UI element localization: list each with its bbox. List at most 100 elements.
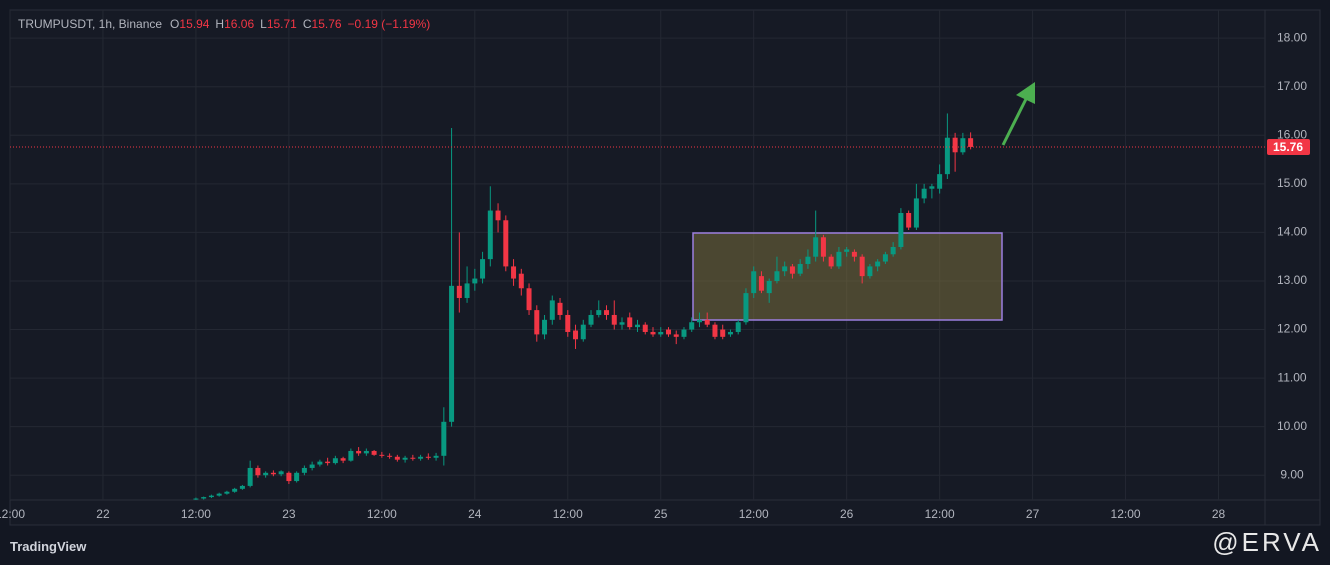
candle-body	[805, 256, 811, 264]
legend-key: C	[302, 17, 312, 31]
y-tick-label: 18.00	[1277, 30, 1307, 44]
candle-body	[758, 276, 764, 291]
candle-body	[387, 455, 393, 457]
candle-body	[573, 330, 579, 340]
candle-body	[263, 472, 269, 476]
candle-body	[425, 456, 431, 458]
brand: TradingView	[10, 539, 87, 554]
candle-body	[619, 322, 625, 325]
range-box	[692, 232, 1003, 321]
candle-body	[836, 251, 842, 267]
legend-key: H	[215, 17, 225, 31]
y-tick-label: 16.00	[1277, 127, 1307, 141]
candle-body	[875, 261, 881, 267]
candle-body	[232, 488, 238, 492]
candle-body	[201, 497, 207, 499]
candle-body	[239, 485, 245, 489]
candle-body	[588, 314, 594, 325]
candle-body	[487, 210, 493, 260]
y-tick-label: 17.00	[1277, 79, 1307, 93]
legend-value: 15.76	[311, 17, 342, 31]
candle-body	[766, 280, 772, 294]
x-tick-label: 24	[468, 507, 482, 521]
candle-body	[665, 329, 671, 335]
legend-value: 15.94	[179, 17, 210, 31]
candle-body	[704, 319, 710, 325]
candle-body	[782, 266, 788, 272]
candle-body	[890, 246, 896, 255]
y-tick-label: 13.00	[1277, 273, 1307, 287]
candle-body	[309, 464, 315, 468]
x-tick-label: 12:00	[367, 507, 397, 521]
candle-body	[774, 271, 780, 281]
candle-body	[301, 467, 307, 473]
candle-body	[433, 455, 439, 458]
candle-body	[689, 322, 695, 330]
candle-body	[921, 188, 927, 199]
candle-body	[356, 450, 362, 454]
legend-value: 16.06	[224, 17, 255, 31]
candle-body	[418, 456, 424, 459]
candle-body	[681, 329, 687, 337]
candle-body	[820, 237, 826, 257]
candle-body	[913, 198, 919, 228]
candle-body	[642, 324, 648, 332]
candle-body	[216, 493, 222, 496]
last-price-label: 15.76	[1273, 140, 1303, 154]
candle-body	[503, 220, 509, 267]
candle-body	[286, 472, 292, 482]
candle-body	[735, 322, 741, 332]
axes: 9.0010.0011.0012.0013.0014.0015.0016.001…	[0, 30, 1310, 521]
candle-body	[604, 310, 610, 315]
x-tick-label: 12:00	[739, 507, 769, 521]
y-tick-label: 14.00	[1277, 225, 1307, 239]
candle-body	[851, 251, 857, 257]
y-tick-label: 9.00	[1280, 467, 1304, 481]
candle-body	[325, 461, 331, 464]
legend-change: −0.19 (−1.19%)	[347, 17, 431, 31]
candle-body	[712, 324, 718, 337]
pane	[9, 9, 1321, 526]
candle-body	[696, 319, 702, 323]
candle-body	[960, 138, 966, 153]
candle-body	[456, 285, 462, 298]
x-tick-label: 12:00	[0, 507, 25, 521]
y-tick-label: 11.00	[1277, 370, 1306, 384]
candle-body	[944, 137, 950, 175]
x-tick-label: 25	[654, 507, 668, 521]
candle-body	[650, 331, 656, 335]
x-tick-label: 12:00	[1111, 507, 1141, 521]
candle-body	[480, 259, 486, 279]
x-tick-label: 27	[1026, 507, 1040, 521]
candle-body	[402, 457, 408, 460]
candle-body	[464, 283, 470, 298]
candle-body	[208, 495, 214, 498]
candle-body	[952, 137, 958, 153]
candle-body	[472, 278, 478, 284]
candle-body	[828, 256, 834, 267]
candle-body	[635, 324, 640, 328]
candle-body	[557, 302, 563, 315]
candle-body	[727, 331, 733, 335]
candle-body	[518, 273, 524, 289]
watermark: @ERVA	[1212, 527, 1322, 557]
legend-key: O	[170, 17, 180, 31]
symbol: TRUMPUSDT, 1h, Binance	[18, 17, 163, 31]
y-tick-label: 12.00	[1277, 322, 1307, 336]
last-price-box	[1267, 138, 1310, 155]
candle-body	[968, 138, 974, 147]
legend: TRUMPUSDT, 1h, Binance O15.94 H16.06 L15.71…	[18, 17, 436, 31]
x-tick-label: 12:00	[925, 507, 955, 521]
candle-body	[534, 310, 540, 335]
legend-key: L	[260, 17, 267, 31]
candles	[10, 113, 1265, 500]
candle-body	[526, 288, 532, 311]
candle-body	[929, 186, 935, 189]
candle-body	[410, 457, 416, 459]
candle-body	[495, 210, 501, 221]
x-tick-label: 23	[282, 507, 296, 521]
candle-body	[743, 293, 749, 323]
candle-body	[627, 317, 633, 328]
